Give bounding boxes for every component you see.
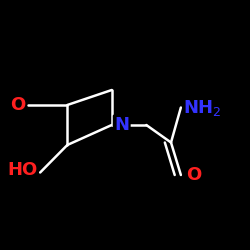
Text: NH$_2$: NH$_2$ bbox=[183, 98, 222, 117]
Text: O: O bbox=[10, 96, 25, 114]
Text: N: N bbox=[114, 116, 129, 134]
Text: O: O bbox=[186, 166, 201, 184]
Text: HO: HO bbox=[8, 161, 38, 179]
